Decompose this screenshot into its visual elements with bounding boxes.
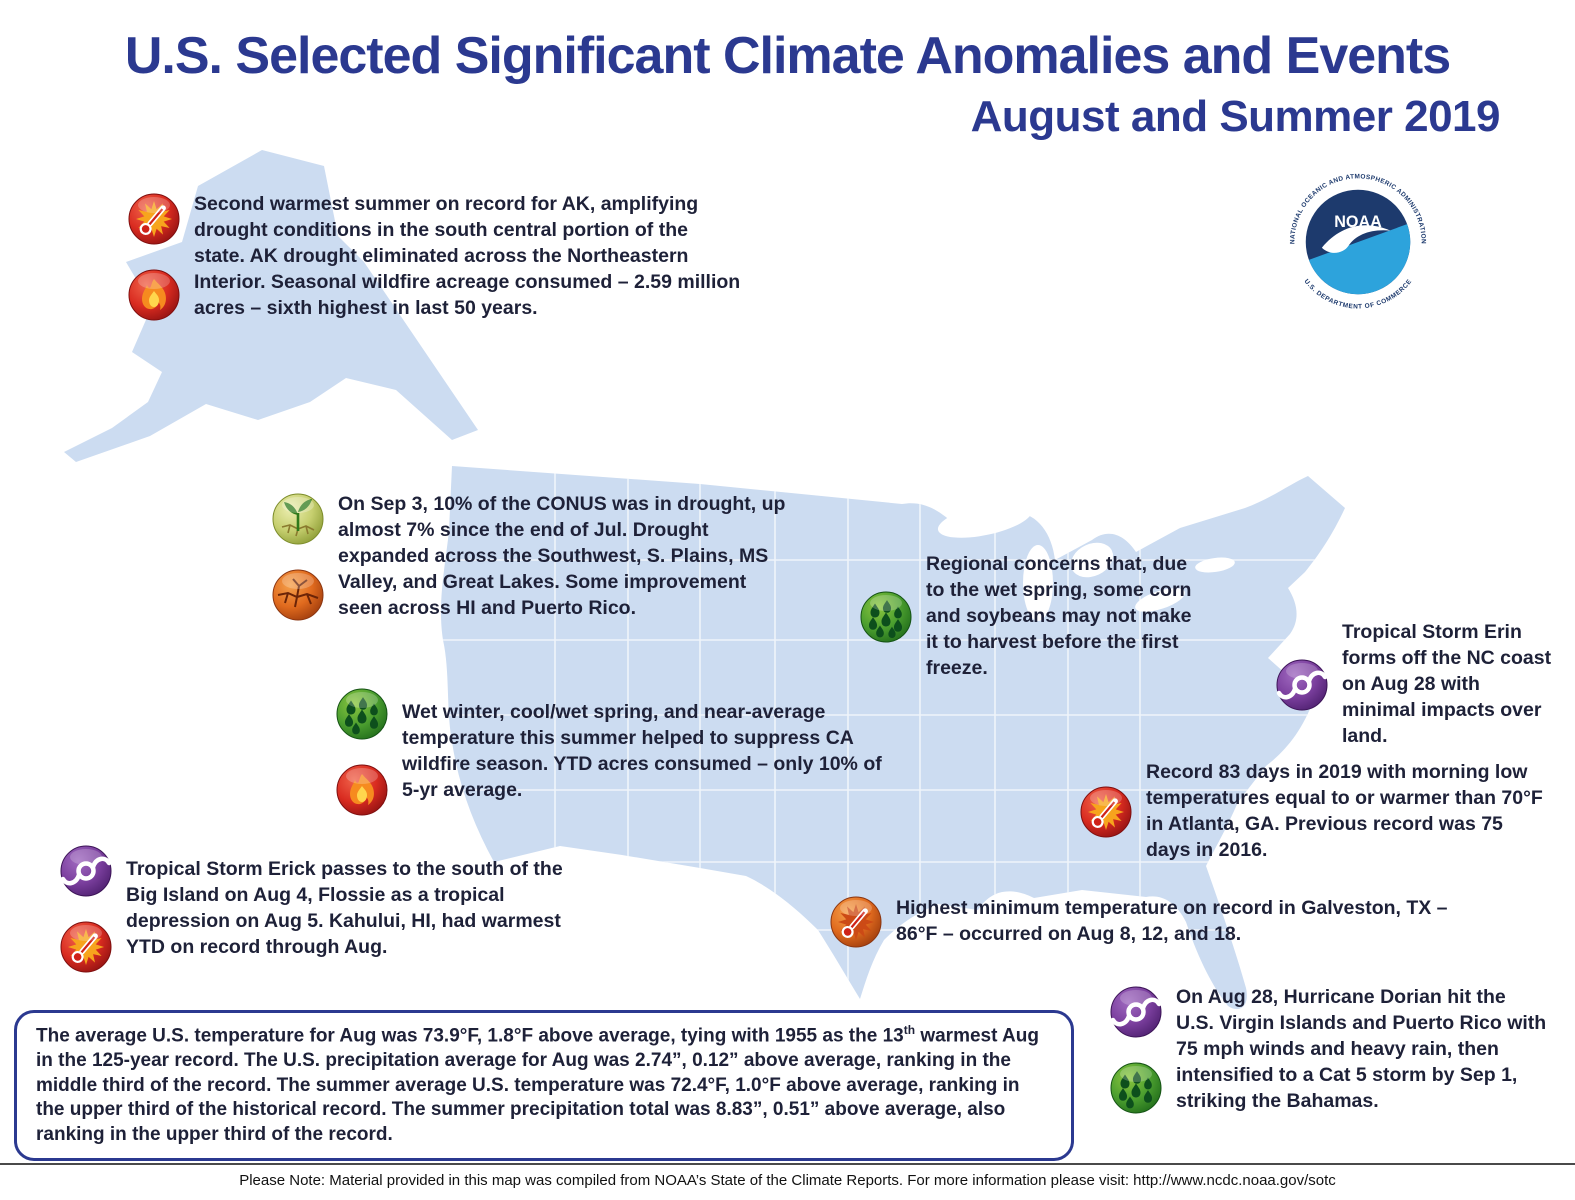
rain-icon bbox=[1110, 1062, 1162, 1114]
fire-icon bbox=[336, 764, 388, 816]
annotation-tropical-storm-erin: Tropical Storm Erin forms off the NC coa… bbox=[1276, 620, 1557, 750]
annotation-text: On Aug 28, Hurricane Dorian hit the U.S.… bbox=[1176, 986, 1547, 1112]
annotation-text: Highest minimum temperature on record in… bbox=[896, 897, 1448, 945]
summary-text-part1: The average U.S. temperature for Aug was… bbox=[36, 1025, 904, 1047]
sprout-icon bbox=[272, 493, 324, 545]
annotation-california: Wet winter, cool/wet spring, and near-av… bbox=[336, 688, 887, 816]
thermometer-hot-icon bbox=[128, 193, 180, 245]
footer-note: Please Note: Material provided in this m… bbox=[0, 1163, 1575, 1189]
fire-icon bbox=[128, 269, 180, 321]
noaa-logo: NOAA NATIONAL OCEANIC AND ATMOSPHERIC AD… bbox=[1289, 173, 1426, 310]
state-borders bbox=[440, 466, 1320, 1010]
great-lakes bbox=[937, 502, 1235, 621]
annotation-atlanta: Record 83 days in 2019 with morning low … bbox=[1080, 760, 1551, 864]
annotation-midwest-crops: Regional concerns that, due to the wet s… bbox=[860, 552, 1198, 682]
annotation-text: On Sep 3, 10% of the CONUS was in drough… bbox=[338, 493, 786, 619]
annotation-text: Tropical Storm Erin forms off the NC coa… bbox=[1342, 621, 1552, 747]
noaa-acronym: NOAA bbox=[1334, 213, 1382, 231]
annotation-hawaii: Tropical Storm Erick passes to the south… bbox=[60, 845, 596, 973]
rain-icon bbox=[336, 688, 388, 740]
annotation-text: Second warmest summer on record for AK, … bbox=[194, 193, 741, 319]
cracked-earth-icon bbox=[272, 569, 324, 621]
hurricane-icon bbox=[1276, 659, 1328, 711]
annotation-galveston: Highest minimum temperature on record in… bbox=[830, 896, 1481, 948]
page-subtitle: August and Summer 2019 bbox=[970, 92, 1501, 141]
hurricane-icon bbox=[60, 845, 112, 897]
page-title: U.S. Selected Significant Climate Anomal… bbox=[124, 27, 1451, 85]
thermometer-hot-icon bbox=[1080, 786, 1132, 838]
annotation-text: Record 83 days in 2019 with morning low … bbox=[1146, 761, 1543, 861]
thermometer-hot-icon bbox=[830, 896, 882, 948]
alaska-shape bbox=[64, 150, 478, 462]
annotation-text: Tropical Storm Erick passes to the south… bbox=[126, 858, 563, 958]
summary-superscript: th bbox=[903, 1023, 916, 1037]
annotation-conus-drought: On Sep 3, 10% of the CONUS was in drough… bbox=[272, 492, 790, 622]
thermometer-hot-icon bbox=[60, 921, 112, 973]
summary-text-part2: warmest Aug in the 125-year record. The … bbox=[36, 1025, 1039, 1146]
rain-icon bbox=[860, 591, 912, 643]
summary-box: The average U.S. temperature for Aug was… bbox=[14, 1010, 1074, 1161]
annotation-text: Wet winter, cool/wet spring, and near-av… bbox=[402, 701, 882, 801]
noaa-gull-icon bbox=[1321, 225, 1391, 253]
annotation-alaska: Second warmest summer on record for AK, … bbox=[128, 192, 744, 322]
annotation-hurricane-dorian: On Aug 28, Hurricane Dorian hit the U.S.… bbox=[1110, 985, 1548, 1115]
annotation-text: Regional concerns that, due to the wet s… bbox=[926, 553, 1192, 679]
hurricane-icon bbox=[1110, 986, 1162, 1038]
